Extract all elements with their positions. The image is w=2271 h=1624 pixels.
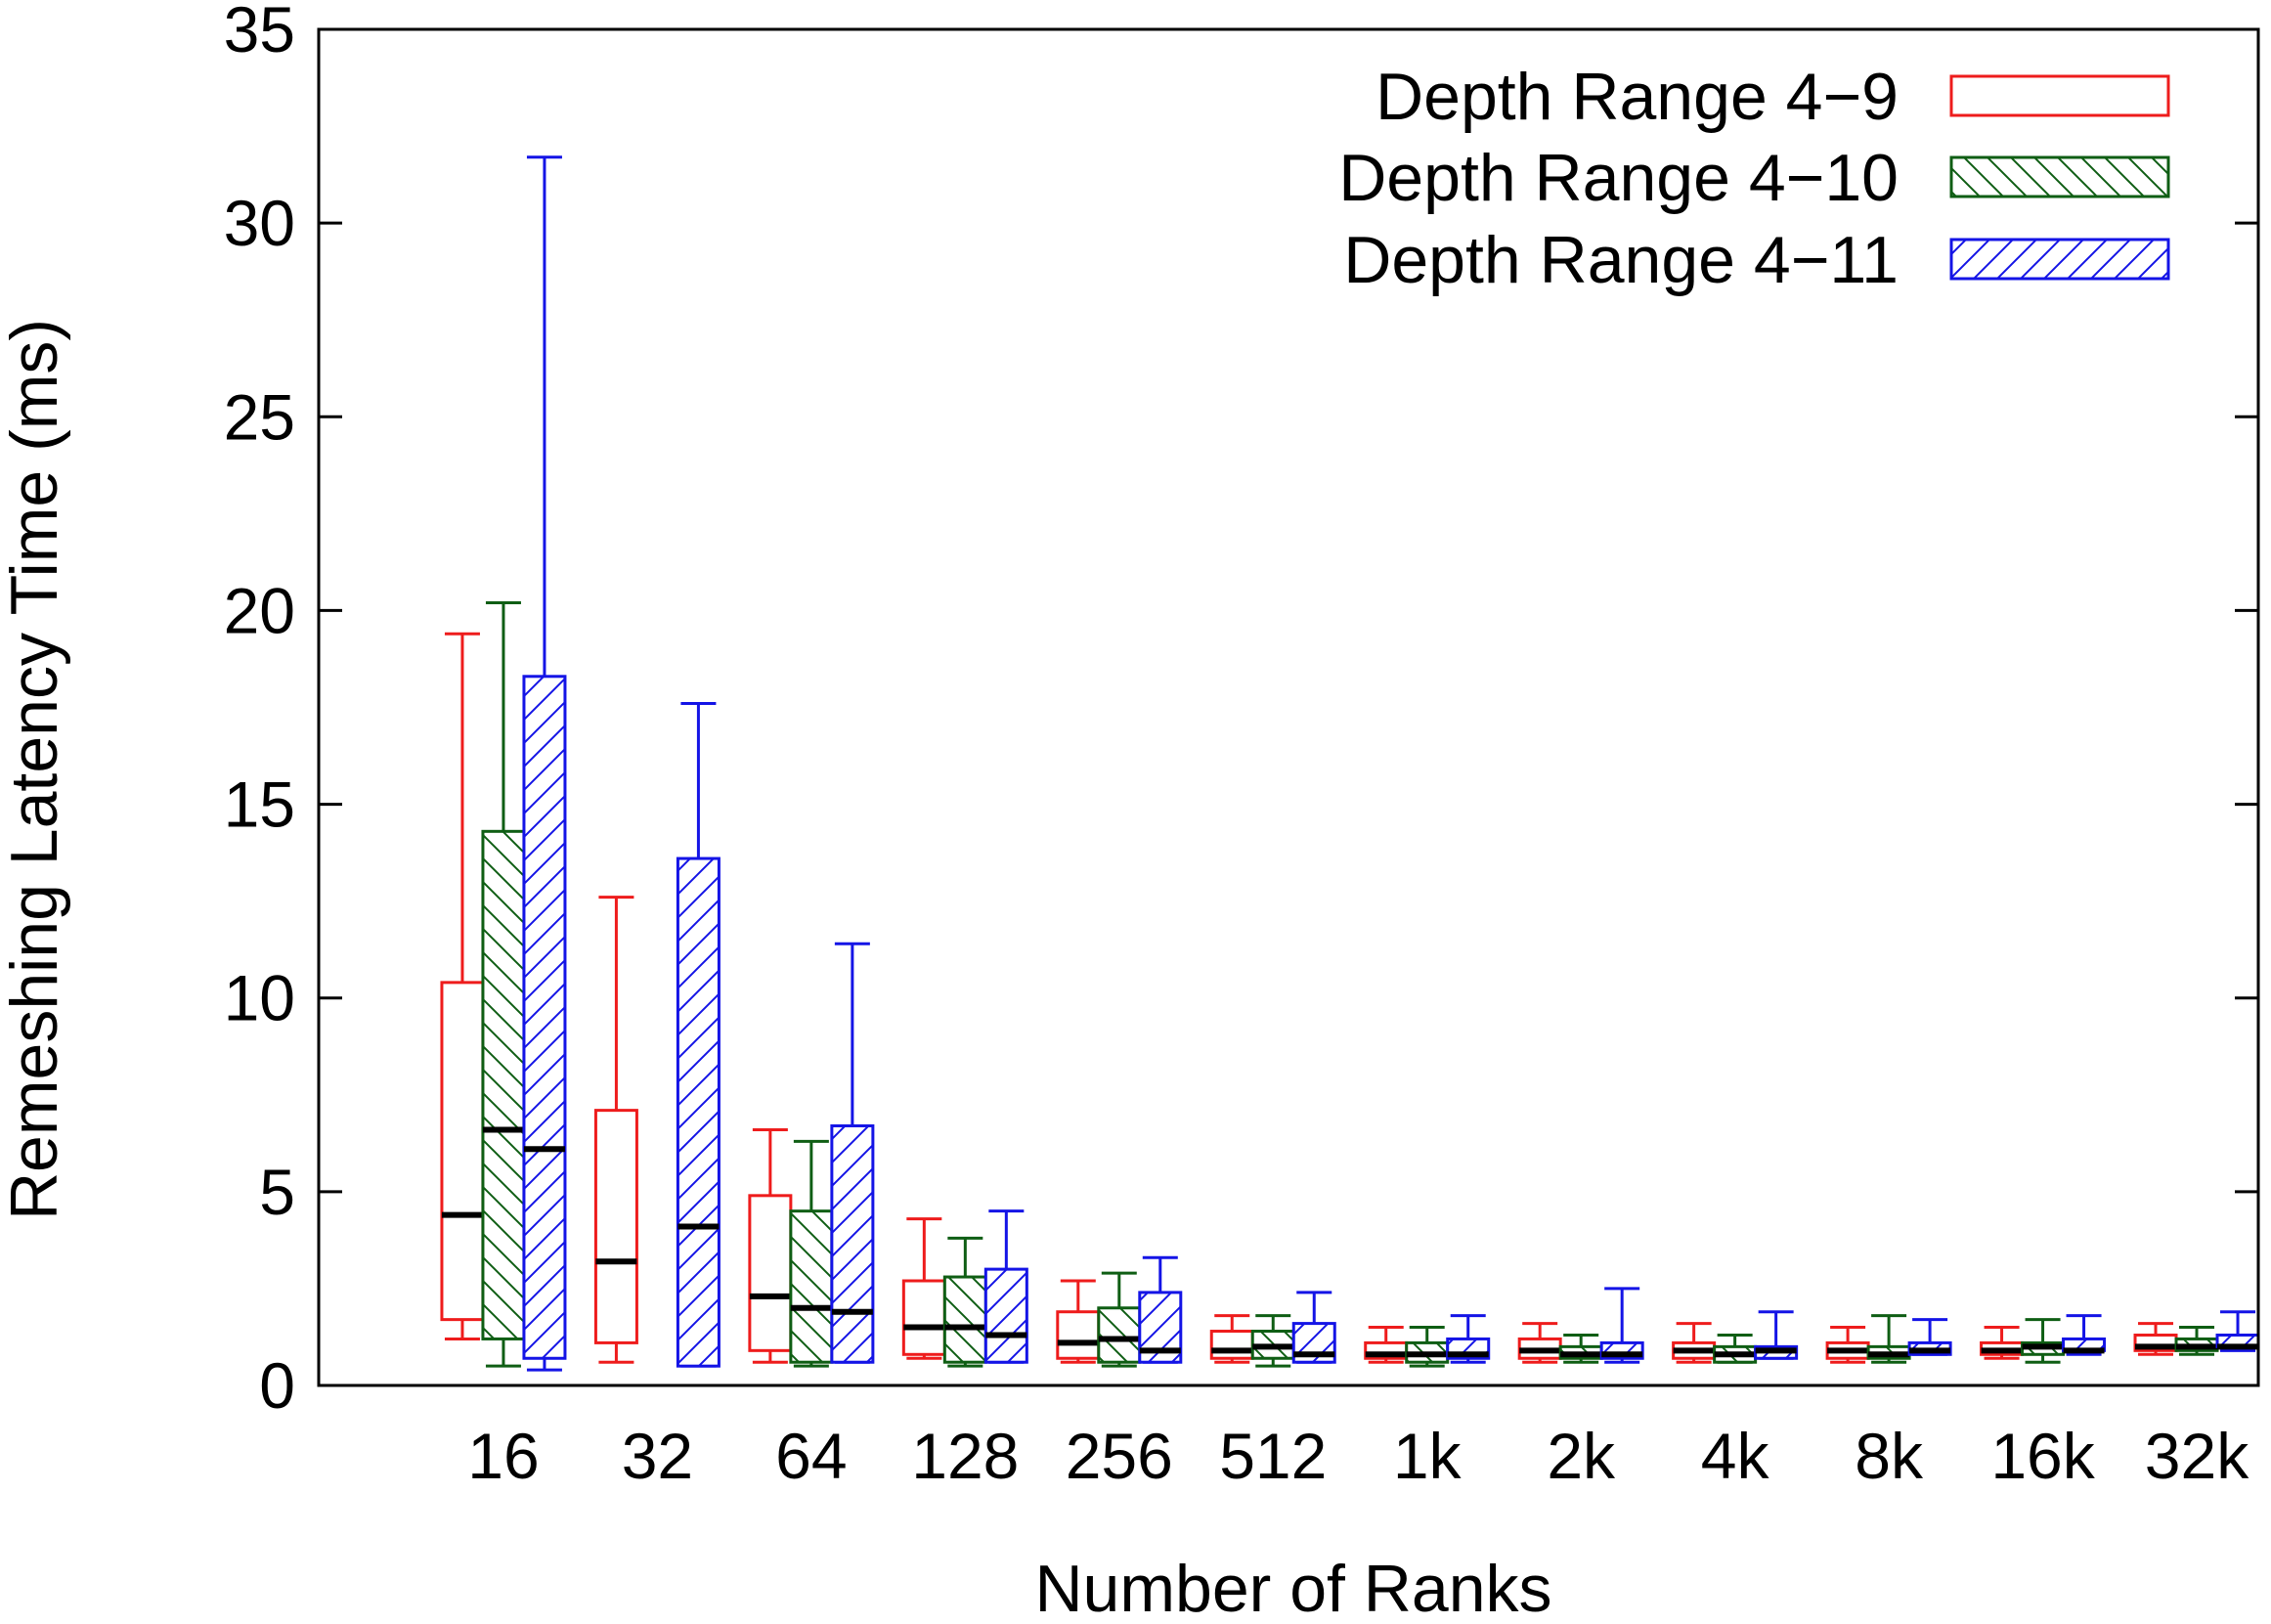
legend-label: Depth Range 4−10 [1338,141,1899,215]
box-iqr [1056,1310,1101,1360]
x-tick-label: 16 [467,1420,539,1492]
axes-layer: 0 5 10 15 20 25 30 35 16 32 64 128 256 512 1k 2k 4k 8k 16k… [224,0,2260,1492]
legend-swatch [1949,74,2170,117]
legend-label: Depth Range 4−11 [1343,223,1899,297]
box-3-8k [1907,1318,1952,1356]
box-1-16k [1980,1326,2025,1360]
legend-swatch [1949,238,2170,281]
box-3-512 [1291,1291,1336,1364]
box-1-64 [748,1127,793,1364]
x-tick-label: 256 [1066,1420,1173,1492]
box-iqr [789,1209,834,1364]
box-1-32 [593,896,638,1364]
box-1-256 [1056,1279,1101,1364]
legend-label: Depth Range 4−9 [1376,60,1899,134]
y-tick-label: 25 [224,380,295,453]
box-2-8k [1866,1314,1911,1364]
x-tick-label: 16k [1990,1420,2095,1492]
y-tick-label: 20 [224,574,295,646]
box-iqr [901,1279,946,1356]
x-tick-label: 1k [1393,1420,1463,1492]
y-tick-label: 5 [259,1156,295,1228]
box-3-16k [2062,1314,2107,1356]
box-iqr [593,1109,638,1344]
box-iqr [440,981,485,1322]
y-tick-label: 35 [224,0,295,66]
box-1-512 [1209,1314,1254,1364]
box-3-128 [983,1209,1028,1364]
x-tick-label: 128 [911,1420,1019,1492]
y-tick-label: 15 [224,768,295,841]
box-1-1k [1364,1326,1409,1364]
box-3-32 [676,702,721,1368]
x-tick-label: 8k [1855,1420,1924,1492]
box-2-128 [942,1236,987,1368]
box-1-4k [1672,1322,1717,1364]
box-iqr [522,675,567,1360]
box-iqr [748,1194,793,1352]
box-3-16 [522,155,567,1372]
box-2-2k [1558,1333,1603,1364]
x-tick-label: 4k [1701,1420,1770,1492]
box-2-64 [789,1139,834,1368]
y-tick-label: 30 [224,187,295,259]
x-tick-label: 512 [1219,1420,1327,1492]
box-3-32k [2215,1310,2260,1352]
y-tick-label: 0 [259,1349,295,1422]
box-iqr [983,1267,1028,1364]
box-1-32k [2133,1322,2178,1356]
box-2-32k [2174,1326,2219,1356]
box-3-256 [1138,1255,1183,1364]
y-tick-label: 10 [224,962,295,1034]
legend-item-2: Depth Range 4−10 [1338,141,2170,215]
box-iqr [1209,1330,1254,1360]
x-axis-title: Number of Ranks [1034,1552,1551,1619]
plot-frame [317,27,2260,1387]
box-3-64 [830,942,875,1364]
box-2-256 [1097,1271,1142,1368]
legend-item-3: Depth Range 4−11 [1343,223,2170,297]
box-1-16 [440,632,485,1340]
x-tick-label: 64 [775,1420,847,1492]
box-iqr [676,856,721,1368]
box-iqr [942,1275,987,1364]
box-3-2k [1599,1287,1644,1364]
box-iqr [830,1123,875,1364]
box-2-512 [1250,1314,1295,1368]
legend-swatch [1949,155,2170,198]
box-1-128 [901,1217,946,1360]
box-1-8k [1825,1326,1870,1364]
box-iqr [481,829,526,1340]
box-2-1k [1405,1326,1450,1368]
box-2-4k [1713,1333,1758,1364]
x-tick-label: 32 [622,1420,693,1492]
box-iqr [1097,1306,1142,1364]
x-tick-label: 2k [1547,1420,1616,1492]
x-tick-label: 32k [2145,1420,2249,1492]
box-1-2k [1517,1322,1562,1364]
legend-item-1: Depth Range 4−9 [1376,60,2170,134]
y-axis-title: Remeshing Latency Time (ms) [0,319,71,1220]
box-3-4k [1754,1310,1799,1360]
boxes-layer [440,155,2260,1372]
box-2-16 [481,601,526,1368]
box-2-16k [2021,1318,2066,1364]
box-3-1k [1446,1314,1491,1364]
